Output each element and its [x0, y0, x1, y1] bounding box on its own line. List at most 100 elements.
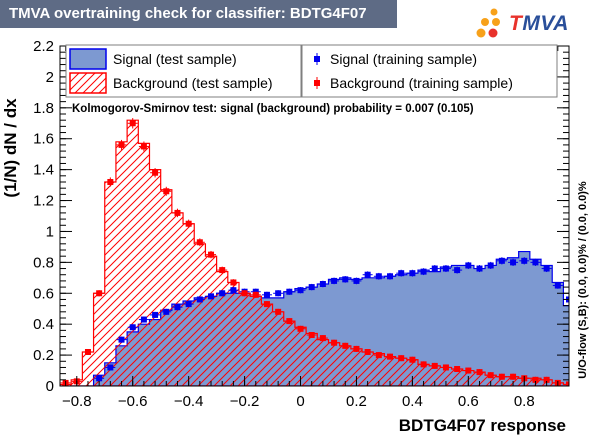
- background-train-marker: [532, 376, 539, 383]
- signal-train-marker: [297, 287, 304, 294]
- background-train-marker: [174, 209, 181, 216]
- y-tick-label: 0: [46, 378, 54, 395]
- signal-train-marker: [476, 265, 483, 272]
- signal-train-marker: [398, 270, 405, 277]
- background-train-marker: [84, 349, 91, 355]
- background-train-marker: [342, 342, 349, 349]
- signal-train-marker: [174, 304, 181, 311]
- signal-train-marker: [275, 290, 282, 297]
- y-tick-label: 0.8: [33, 254, 54, 271]
- y-tick-label: 1.2: [33, 193, 54, 210]
- logo-rest: MVA: [522, 12, 569, 35]
- signal-train-marker: [465, 262, 472, 269]
- background-train-marker: [286, 318, 293, 325]
- signal-train-marker: [252, 288, 259, 295]
- signal-train-marker: [129, 324, 136, 331]
- signal-train-marker: [431, 265, 438, 272]
- ks-test-annotation: Kolmogorov-Smirnov test: signal (backgro…: [72, 103, 474, 115]
- signal-train-marker: [230, 287, 237, 294]
- signal-train-marker: [152, 311, 159, 318]
- background-train-marker: [208, 251, 215, 258]
- signal-train-markers: [94, 257, 569, 382]
- signal-train-marker: [219, 290, 226, 297]
- background-train-marker: [308, 332, 315, 338]
- legend-signal-test-swatch: [69, 48, 107, 70]
- x-tick-label: −0.2: [230, 393, 260, 410]
- background-train-marker: [331, 339, 338, 346]
- logo-dot: [492, 18, 500, 26]
- logo-dot: [490, 8, 498, 16]
- y-tick-label: 0.4: [33, 316, 54, 333]
- signal-train-marker: [308, 284, 315, 291]
- legend: Signal (test sample) Background (test sa…: [65, 44, 558, 98]
- signal-train-marker: [454, 267, 461, 274]
- background-train-marker: [487, 372, 494, 379]
- signal-train-marker: [554, 282, 561, 289]
- background-train-marker: [241, 290, 248, 297]
- background-train-marker: [398, 355, 405, 362]
- background-train-marker: [118, 141, 125, 148]
- signal-train-marker: [96, 375, 103, 382]
- background-train-marker: [375, 352, 382, 359]
- background-train-marker: [96, 290, 103, 297]
- signal-train-marker: [532, 259, 539, 266]
- background-train-marker: [454, 366, 461, 372]
- x-tick-label: −0.8: [62, 393, 92, 410]
- background-train-marker: [275, 308, 282, 315]
- background-train-marker: [263, 301, 270, 308]
- background-train-marker: [196, 239, 203, 246]
- x-tick-label: 0.8: [514, 393, 535, 410]
- signal-train-marker: [163, 308, 170, 315]
- x-axis-label: BDTG4F07 response: [399, 416, 566, 435]
- background-train-marker: [152, 169, 159, 176]
- signal-train-marker: [185, 301, 192, 308]
- tmva-logo: TMVA: [469, 6, 579, 40]
- signal-train-marker: [364, 271, 371, 278]
- signal-train-marker: [498, 257, 505, 264]
- legend-background-train-marker: [314, 80, 320, 86]
- chart-title: TMVA overtraining check for classifier: …: [0, 0, 397, 28]
- background-train-marker: [230, 279, 237, 286]
- signal-train-marker: [442, 265, 449, 272]
- logo-dot: [481, 18, 489, 26]
- background-train-marker: [387, 353, 394, 360]
- signal-train-marker: [409, 270, 416, 277]
- background-train-marker: [185, 220, 192, 227]
- background-train-marker: [353, 345, 360, 352]
- signal-train-marker: [331, 277, 338, 284]
- signal-train-marker: [263, 291, 270, 298]
- background-train-marker: [543, 376, 550, 383]
- signal-train-marker: [521, 257, 528, 264]
- background-test-histogram: [60, 119, 569, 386]
- x-tick-label: 0: [296, 393, 304, 410]
- underflow-overflow-label: U/O-flow (S,B): (0.0, 0.0)% / (0.0, 0.0)…: [577, 181, 589, 379]
- logo-dot: [488, 28, 498, 38]
- y-tick-label: 2: [46, 69, 54, 86]
- x-tick-label: 0.2: [346, 393, 367, 410]
- legend-signal-test: Signal (test sample): [113, 51, 237, 67]
- x-tick-label: −0.6: [118, 393, 148, 410]
- signal-train-marker: [342, 276, 349, 283]
- y-tick-label: 1.4: [33, 162, 54, 179]
- y-tick-label: 1.6: [33, 131, 54, 148]
- logo-dots-icon: [476, 8, 500, 38]
- background-train-marker: [442, 364, 449, 371]
- background-train-marker: [420, 361, 427, 368]
- background-train-marker: [465, 367, 472, 374]
- background-train-marker: [566, 381, 569, 386]
- background-train-marker: [297, 325, 304, 332]
- signal-train-marker: [286, 288, 293, 295]
- legend-background-test-swatch: [69, 72, 107, 94]
- signal-train-marker: [375, 273, 382, 280]
- signal-train-marker: [353, 277, 360, 284]
- signal-train-marker: [107, 364, 114, 371]
- background-train-marker: [319, 335, 326, 342]
- x-tick-label: 0.6: [458, 393, 479, 410]
- background-train-marker: [498, 373, 505, 380]
- x-tick-label: −0.4: [174, 393, 204, 410]
- signal-train-marker: [420, 268, 427, 275]
- logo-t: T: [509, 12, 523, 35]
- background-train-marker: [364, 349, 371, 355]
- signal-train-marker: [208, 293, 215, 300]
- legend-background-test: Background (test sample): [113, 75, 273, 91]
